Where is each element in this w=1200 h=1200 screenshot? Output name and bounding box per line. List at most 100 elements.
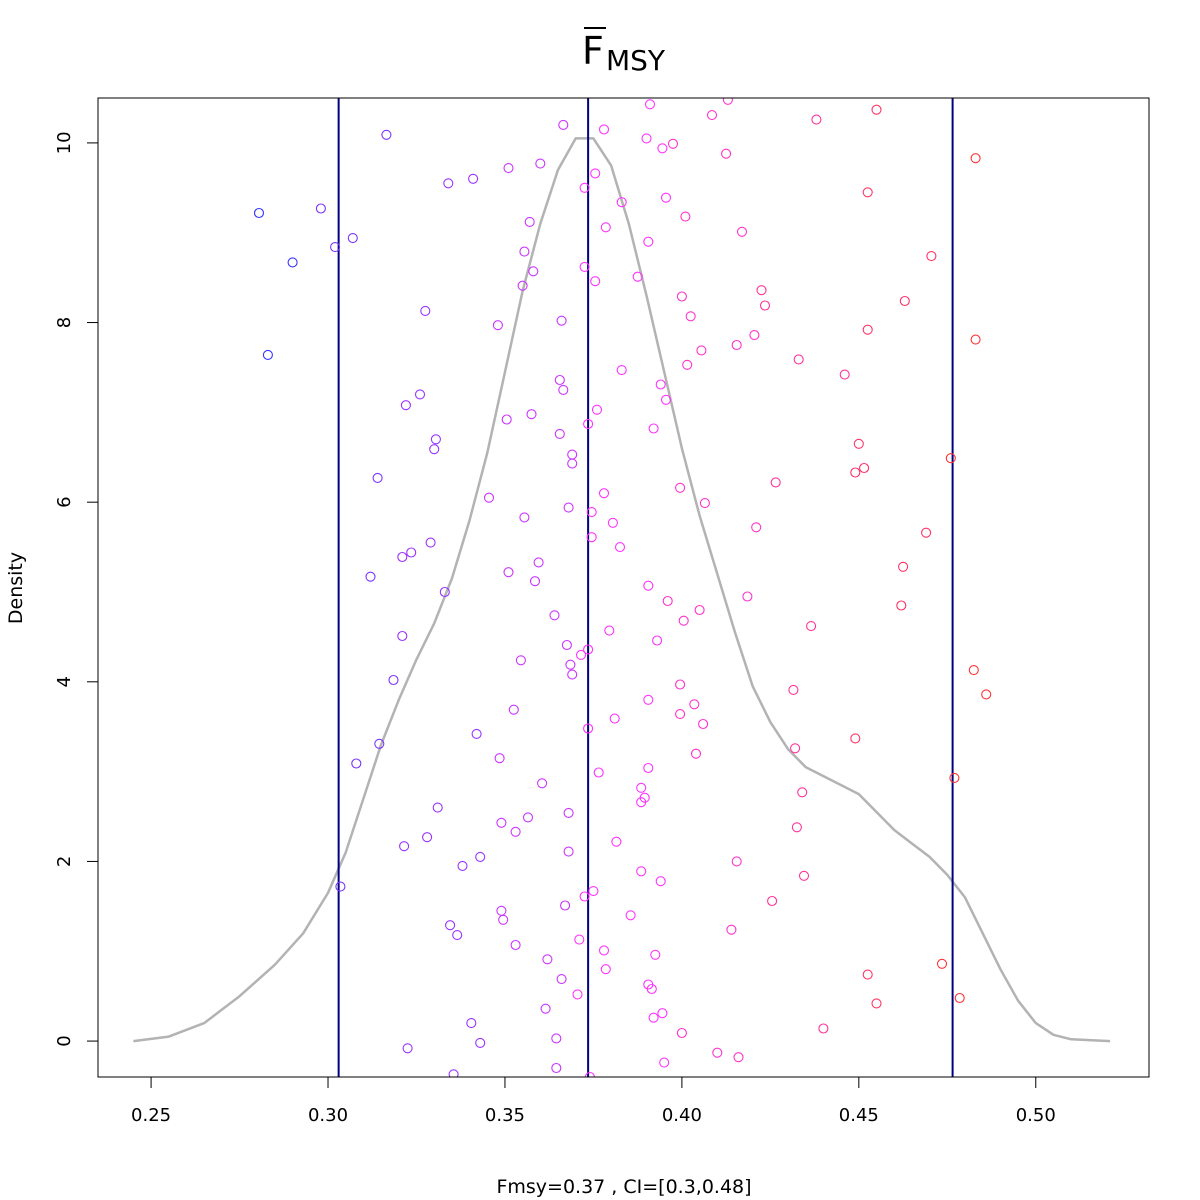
x-tick-label: 0.45 bbox=[839, 1105, 879, 1126]
data-point bbox=[731, 856, 742, 867]
x-axis: 0.25 0.30 0.35 0.40 0.45 0.50 bbox=[131, 1076, 1056, 1126]
data-point bbox=[655, 876, 666, 887]
data-point bbox=[425, 537, 436, 548]
data-point bbox=[400, 400, 411, 411]
data-point bbox=[643, 236, 654, 247]
data-point bbox=[549, 610, 560, 621]
data-point bbox=[797, 787, 808, 798]
data-point bbox=[970, 334, 981, 345]
data-point bbox=[609, 713, 620, 724]
data-point bbox=[526, 409, 537, 420]
data-point bbox=[579, 261, 590, 272]
data-point bbox=[586, 532, 597, 543]
data-point bbox=[563, 846, 574, 857]
data-point bbox=[652, 635, 663, 646]
data-point bbox=[970, 153, 981, 164]
data-point bbox=[614, 542, 626, 553]
data-point bbox=[625, 910, 636, 921]
data-point bbox=[759, 300, 771, 311]
data-point bbox=[517, 280, 528, 291]
data-point bbox=[372, 472, 383, 483]
data-point bbox=[898, 561, 909, 572]
data-point bbox=[588, 886, 599, 897]
data-point bbox=[565, 659, 576, 670]
data-point bbox=[767, 895, 778, 907]
data-point bbox=[793, 354, 804, 365]
data-point bbox=[706, 110, 718, 121]
data-point bbox=[365, 571, 376, 582]
data-point bbox=[611, 836, 622, 847]
data-point bbox=[749, 330, 760, 341]
data-point bbox=[519, 512, 530, 523]
data-point bbox=[981, 689, 992, 700]
data-point bbox=[572, 989, 583, 1000]
data-point bbox=[496, 905, 507, 916]
data-point bbox=[600, 222, 611, 233]
data-point bbox=[475, 851, 486, 862]
data-point bbox=[508, 704, 519, 715]
data-point bbox=[475, 1037, 486, 1048]
x-tick-label: 0.35 bbox=[485, 1105, 525, 1126]
data-point bbox=[524, 216, 535, 227]
data-point bbox=[722, 98, 733, 105]
x-tick-label: 0.50 bbox=[1016, 1105, 1056, 1126]
data-point bbox=[430, 434, 441, 445]
x-axis-label: Fmsy=0.37 , CI=[0.3,0.48] bbox=[496, 1176, 751, 1198]
data-point bbox=[388, 674, 399, 686]
data-point bbox=[583, 418, 594, 430]
data-point bbox=[660, 192, 672, 203]
data-point bbox=[721, 148, 732, 159]
data-point bbox=[690, 748, 702, 759]
data-point bbox=[655, 379, 666, 390]
data-point bbox=[616, 197, 627, 208]
data-point bbox=[445, 920, 456, 931]
data-point bbox=[515, 655, 526, 666]
data-point bbox=[528, 266, 539, 277]
data-point bbox=[839, 369, 850, 380]
data-point bbox=[639, 792, 650, 803]
data-point bbox=[414, 389, 426, 400]
data-point bbox=[498, 914, 509, 925]
data-point bbox=[899, 295, 910, 307]
data-point bbox=[420, 305, 431, 316]
data-point bbox=[567, 669, 578, 680]
data-point bbox=[529, 576, 541, 587]
data-point bbox=[859, 462, 870, 474]
data-point bbox=[616, 365, 627, 376]
data-point bbox=[644, 99, 656, 110]
data-point bbox=[806, 621, 817, 632]
data-point bbox=[287, 257, 298, 268]
data-point bbox=[567, 458, 578, 469]
data-point bbox=[579, 182, 590, 193]
data-point bbox=[698, 718, 709, 730]
data-point bbox=[542, 954, 553, 965]
chart-title: F MSY bbox=[582, 27, 666, 77]
data-point bbox=[936, 958, 948, 969]
data-point bbox=[561, 639, 572, 651]
data-point bbox=[675, 679, 686, 690]
data-point bbox=[468, 173, 479, 184]
data-point bbox=[682, 359, 693, 370]
data-point bbox=[579, 891, 590, 902]
data-point bbox=[583, 723, 594, 734]
data-point bbox=[590, 168, 601, 179]
data-point bbox=[457, 860, 468, 871]
data-point bbox=[600, 964, 611, 975]
data-point bbox=[483, 492, 495, 503]
data-point bbox=[537, 778, 548, 789]
title-subscript: MSY bbox=[606, 44, 666, 77]
data-point bbox=[556, 974, 567, 985]
data-point bbox=[798, 870, 810, 881]
data-point bbox=[563, 807, 574, 818]
data-point bbox=[607, 517, 618, 528]
data-point bbox=[590, 276, 601, 287]
data-point bbox=[662, 595, 673, 607]
data-point bbox=[675, 709, 686, 720]
data-point bbox=[678, 615, 689, 626]
data-point bbox=[554, 428, 565, 439]
data-point bbox=[466, 1018, 477, 1029]
data-point bbox=[253, 207, 265, 219]
data-point bbox=[811, 114, 822, 125]
data-point bbox=[954, 992, 965, 1004]
